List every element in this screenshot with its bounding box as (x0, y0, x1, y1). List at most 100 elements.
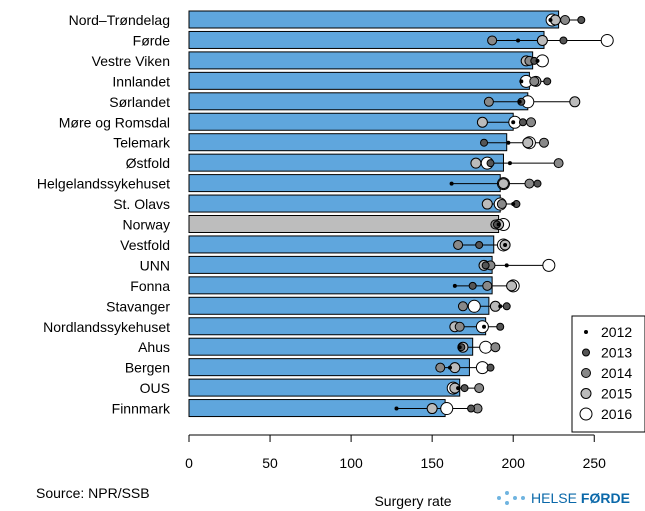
legend-label: 2015 (601, 386, 632, 402)
bar (188, 153, 504, 172)
point (553, 158, 564, 169)
category-label: Ahus (138, 339, 170, 355)
point (548, 18, 553, 22)
point (454, 321, 465, 332)
point (482, 324, 487, 329)
legend-marker (579, 407, 593, 421)
point (476, 116, 488, 128)
category-label: Innlandet (112, 73, 170, 89)
x-tick-label: 100 (339, 455, 363, 471)
point (560, 15, 571, 25)
bar (188, 194, 501, 213)
helse-forde-logo: HELSE FØRDE (497, 490, 630, 506)
point (467, 404, 476, 413)
category-label: Vestre Viken (92, 53, 170, 69)
legend-marker (580, 388, 592, 399)
bar (188, 10, 560, 29)
point (526, 117, 537, 128)
point (486, 363, 495, 372)
legend-marker (581, 368, 591, 378)
category-label: Sørlandet (109, 94, 170, 110)
category-label: Førde (133, 32, 171, 48)
point (496, 322, 505, 331)
point (600, 33, 614, 47)
x-tick-label: 150 (420, 455, 444, 471)
bar (188, 92, 529, 111)
x-tick-label: 200 (502, 455, 526, 471)
point (535, 58, 540, 63)
point (456, 386, 461, 391)
point (475, 240, 484, 249)
point (490, 342, 501, 353)
point (487, 35, 498, 46)
point (496, 199, 507, 210)
point (518, 118, 527, 127)
point (519, 79, 524, 84)
bar (188, 133, 508, 152)
category-label: Fonna (130, 278, 170, 294)
point (502, 302, 511, 311)
point (435, 362, 446, 373)
category-label: Nordlandssykehuset (43, 319, 170, 335)
x-tick-label: 250 (583, 455, 607, 471)
point (480, 138, 489, 147)
bar (188, 255, 493, 274)
point (511, 120, 516, 125)
point (504, 263, 509, 268)
point (533, 179, 542, 188)
point (503, 242, 508, 247)
point (467, 299, 481, 313)
bar (188, 71, 530, 90)
category-label: Vestfold (120, 237, 170, 253)
category-label: Nord–Trøndelag (69, 12, 170, 28)
point (577, 16, 586, 24)
point (481, 198, 493, 210)
legend: 2012 2013 2014 2015 2016 (571, 315, 645, 433)
point (559, 36, 568, 45)
category-label: Telemark (113, 135, 171, 151)
point (452, 283, 457, 288)
point (506, 140, 511, 145)
bar (188, 296, 490, 315)
category-label: St. Olavs (113, 196, 170, 212)
legend-marker (582, 348, 590, 357)
point (524, 178, 535, 189)
category-label: Norway (123, 217, 170, 233)
point (449, 181, 454, 186)
bar (188, 358, 470, 377)
bar (188, 276, 493, 295)
point (453, 239, 464, 250)
point (522, 137, 534, 149)
category-label: Møre og Romsdal (59, 114, 170, 130)
bar (188, 112, 514, 131)
point (457, 301, 468, 312)
point (486, 159, 495, 168)
legend-marker (584, 330, 588, 334)
point (440, 402, 454, 416)
category-labels: Nord–Trøndelag Førde Vestre Viken Innlandet… (37, 12, 171, 417)
point (498, 304, 503, 309)
x-axis: 0 50 100 150 200 250 (185, 434, 607, 471)
point (542, 258, 556, 272)
point (460, 384, 469, 393)
point (538, 137, 549, 148)
logo-dots-icon (497, 491, 527, 505)
legend-label: 2014 (601, 365, 632, 381)
point (470, 157, 482, 169)
point (394, 406, 399, 411)
point (447, 365, 452, 370)
point (497, 178, 509, 190)
x-tick-label: 0 (185, 455, 193, 471)
bar (188, 235, 495, 254)
category-label: Bergen (125, 360, 170, 376)
legend-label: 2012 (601, 324, 632, 340)
point (506, 280, 518, 292)
dots-layer (394, 13, 614, 416)
point (468, 281, 477, 290)
point (507, 161, 512, 166)
bars-layer (188, 10, 560, 418)
bar (188, 215, 500, 233)
category-label: Stavanger (106, 298, 170, 314)
x-tick-label: 50 (262, 455, 278, 471)
